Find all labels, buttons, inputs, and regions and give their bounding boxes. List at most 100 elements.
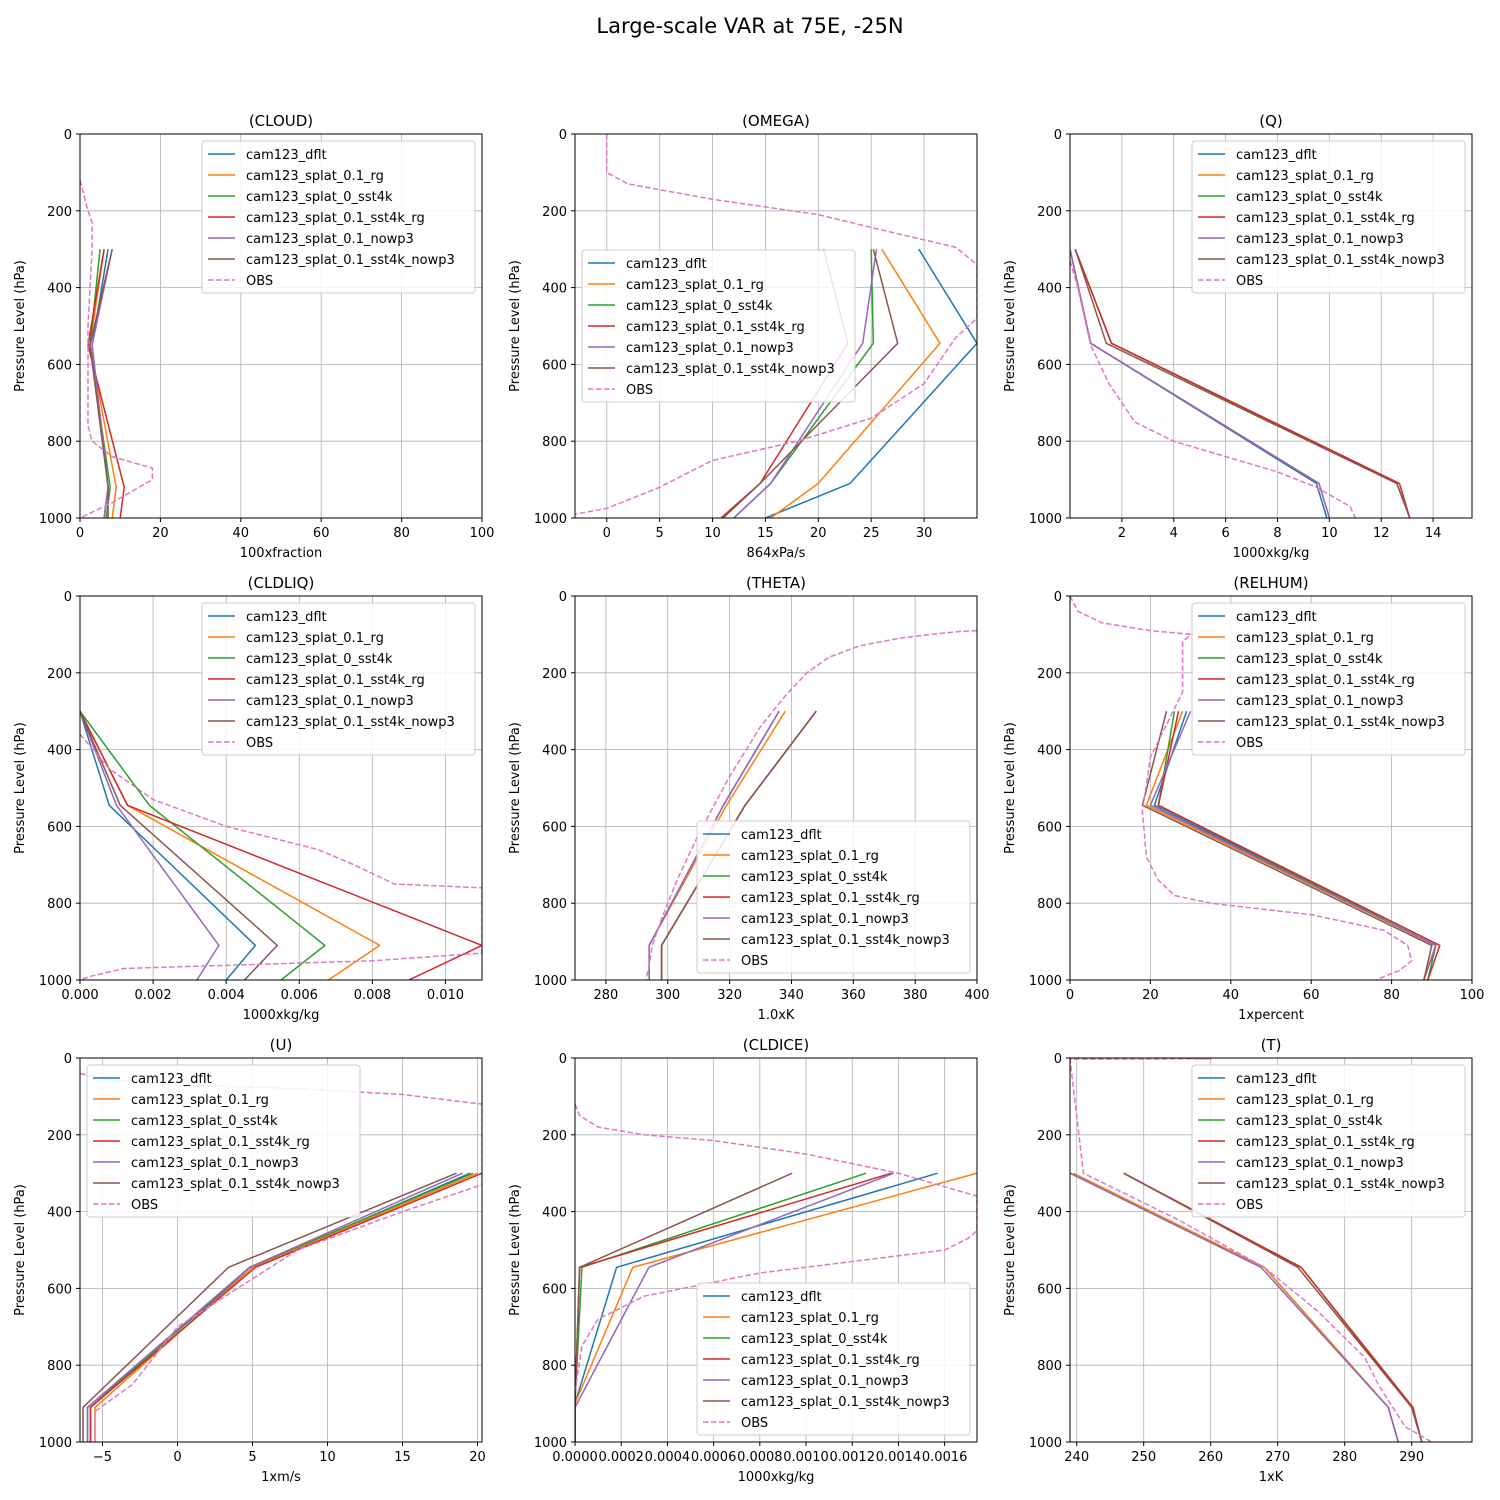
legend-label: cam123_splat_0.1_sst4k_nowp3 <box>1236 253 1445 268</box>
series-line-cam123_splat_0.1_nowp3 <box>1149 710 1437 980</box>
series-group <box>575 134 977 518</box>
y-tick-label: 200 <box>47 1129 72 1144</box>
legend-label: cam123_splat_0.1_rg <box>741 849 879 864</box>
x-tick-label: 14 <box>1425 526 1442 541</box>
legend-label: cam123_splat_0.1_rg <box>131 1093 269 1108</box>
legend-label: OBS <box>1236 736 1263 751</box>
x-tick-label: 0 <box>603 526 611 541</box>
x-tick-label: 270 <box>1265 1450 1290 1465</box>
y-tick-label: 0 <box>559 128 567 143</box>
legend-label: cam123_splat_0.1_rg <box>246 169 384 184</box>
y-tick-label: 800 <box>47 1359 72 1374</box>
series-group <box>80 179 154 518</box>
series-line-cam123_splat_0.1_rg <box>89 249 117 518</box>
x-tick-label: 15 <box>757 526 774 541</box>
axes-frame <box>79 1057 483 1443</box>
panel-theta: 280 300 320 340 360 380 400 0 200 400 600 800 1000 (T… <box>508 574 989 1023</box>
legend: cam123_dflt cam123_splat_0.1_rg cam123_spl… <box>86 1064 361 1218</box>
x-tick-label: 60 <box>313 526 330 541</box>
series-line-cam123_splat_0.1_sst4k_rg <box>1074 248 1411 518</box>
y-axis-label: Pressure Level (hPa) <box>13 260 28 392</box>
x-axis-label: 1xm/s <box>261 1470 301 1485</box>
legend-label: cam123_splat_0.1_sst4k_rg <box>741 891 920 906</box>
y-axis-label: Pressure Level (hPa) <box>508 722 523 854</box>
x-tick-label: 280 <box>1332 1450 1357 1465</box>
axes-frame <box>574 595 978 981</box>
legend-frame <box>86 1064 361 1218</box>
legend-label: cam123_dflt <box>246 610 327 625</box>
y-tick-label: 0 <box>64 128 72 143</box>
x-tick-label: 0.0016 <box>922 1450 968 1465</box>
x-tick-label: 5 <box>655 526 663 541</box>
legend-label: cam123_splat_0.1_sst4k_rg <box>1236 211 1415 226</box>
x-tick-label: 250 <box>1131 1450 1156 1465</box>
legend-label: cam123_splat_0.1_rg <box>1236 631 1374 646</box>
series-line-cam123_splat_0.1_sst4k_rg <box>87 249 125 518</box>
panel-title: (CLDLIQ) <box>248 574 315 592</box>
x-tick-label: 0 <box>76 526 84 541</box>
legend: cam123_dflt cam123_splat_0.1_rg cam123_spl… <box>1191 1064 1466 1218</box>
x-tick-label: 80 <box>393 526 410 541</box>
series-group <box>1070 596 1441 980</box>
legend-label: cam123_splat_0.1_sst4k_rg <box>1236 673 1415 688</box>
y-tick-label: 600 <box>542 820 567 835</box>
axes-frame <box>79 595 483 981</box>
legend-label: cam123_splat_0.1_nowp3 <box>626 341 794 356</box>
legend-label: cam123_splat_0_sst4k <box>626 299 773 314</box>
y-tick-label: 200 <box>542 1129 567 1144</box>
legend-label: cam123_splat_0.1_nowp3 <box>131 1156 299 1171</box>
y-axis-label: Pressure Level (hPa) <box>1003 260 1018 392</box>
series-line-cam123_splat_0.1_rg <box>575 1172 977 1442</box>
y-tick-label: 200 <box>542 205 567 220</box>
legend-label: cam123_splat_0.1_sst4k_nowp3 <box>131 1177 340 1192</box>
x-tick-label: 8 <box>1273 526 1281 541</box>
legend-label: cam123_splat_0.1_rg <box>246 631 384 646</box>
legend-label: cam123_splat_0_sst4k <box>246 190 393 205</box>
legend-label: cam123_dflt <box>1236 148 1317 163</box>
legend-label: cam123_splat_0.1_sst4k_rg <box>626 320 805 335</box>
legend-label: OBS <box>1236 1198 1263 1213</box>
y-tick-label: 200 <box>1037 1129 1062 1144</box>
series-line-cam123_splat_0.1_sst4k_nowp3 <box>722 249 899 518</box>
y-tick-label: 0 <box>1054 1052 1062 1067</box>
y-tick-label: 400 <box>47 282 72 297</box>
legend: cam123_dflt cam123_splat_0.1_rg cam123_spl… <box>1191 602 1466 756</box>
legend-frame <box>1191 140 1466 294</box>
y-tick-label: 400 <box>47 1206 72 1221</box>
y-axis-label: Pressure Level (hPa) <box>1003 722 1018 854</box>
legend-label: cam123_splat_0.1_nowp3 <box>246 694 414 709</box>
figure-title: Large-scale VAR at 75E, -25N <box>596 14 904 38</box>
y-tick-label: 600 <box>1037 358 1062 373</box>
y-tick-label: 400 <box>1037 744 1062 759</box>
y-tick-label: 200 <box>1037 205 1062 220</box>
x-tick-label: 0 <box>173 1450 181 1465</box>
series-line-cam123_splat_0.1_sst4k_nowp3 <box>1074 248 1411 518</box>
x-tick-label: 15 <box>394 1450 411 1465</box>
series-line-OBS <box>80 733 482 980</box>
y-tick-label: 0 <box>559 1052 567 1067</box>
panel-title: (T) <box>1261 1036 1282 1054</box>
legend-label: cam123_splat_0.1_sst4k_nowp3 <box>741 933 950 948</box>
legend-label: OBS <box>246 736 273 751</box>
y-tick-label: 800 <box>1037 897 1062 912</box>
series-line-OBS <box>1070 260 1356 518</box>
legend-frame <box>696 1282 971 1436</box>
y-axis-label: Pressure Level (hPa) <box>1003 1184 1018 1316</box>
legend-label: cam123_splat_0.1_sst4k_rg <box>131 1135 310 1150</box>
series-line-cam123_splat_0.1_sst4k_nowp3 <box>89 249 113 518</box>
panel-title: (Q) <box>1259 112 1283 130</box>
x-tick-label: 10 <box>704 526 721 541</box>
series-line-cam123_dflt <box>575 1172 938 1442</box>
series-line-OBS <box>80 179 154 518</box>
y-tick-label: 600 <box>1037 820 1062 835</box>
x-tick-label: 5 <box>248 1450 256 1465</box>
x-tick-label: −5 <box>93 1450 112 1465</box>
x-tick-label: 0 <box>1066 988 1074 1003</box>
series-line-cam123_splat_0.1_sst4k_nowp3 <box>1141 711 1433 980</box>
x-axis-label: 1xK <box>1259 1470 1284 1485</box>
panel-title: (CLOUD) <box>249 112 313 130</box>
y-tick-label: 400 <box>542 744 567 759</box>
x-tick-label: 240 <box>1064 1450 1089 1465</box>
y-axis-label: Pressure Level (hPa) <box>13 722 28 854</box>
legend: cam123_dflt cam123_splat_0.1_rg cam123_spl… <box>696 820 971 974</box>
